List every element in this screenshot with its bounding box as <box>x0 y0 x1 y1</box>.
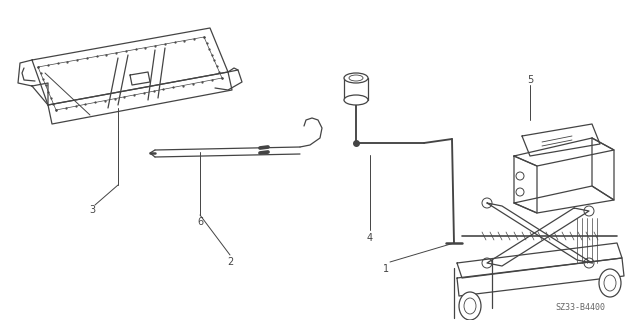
Ellipse shape <box>349 75 363 81</box>
Text: 5: 5 <box>527 75 533 85</box>
Ellipse shape <box>604 275 616 291</box>
Ellipse shape <box>344 95 368 105</box>
Text: 4: 4 <box>367 233 373 243</box>
Ellipse shape <box>599 269 621 297</box>
Text: 2: 2 <box>227 257 233 267</box>
Ellipse shape <box>344 73 368 83</box>
Text: 3: 3 <box>89 205 95 215</box>
Ellipse shape <box>459 292 481 320</box>
Ellipse shape <box>464 298 476 314</box>
Text: 1: 1 <box>383 264 389 274</box>
Text: SZ33-B4400: SZ33-B4400 <box>555 303 605 313</box>
Text: 6: 6 <box>197 217 203 227</box>
